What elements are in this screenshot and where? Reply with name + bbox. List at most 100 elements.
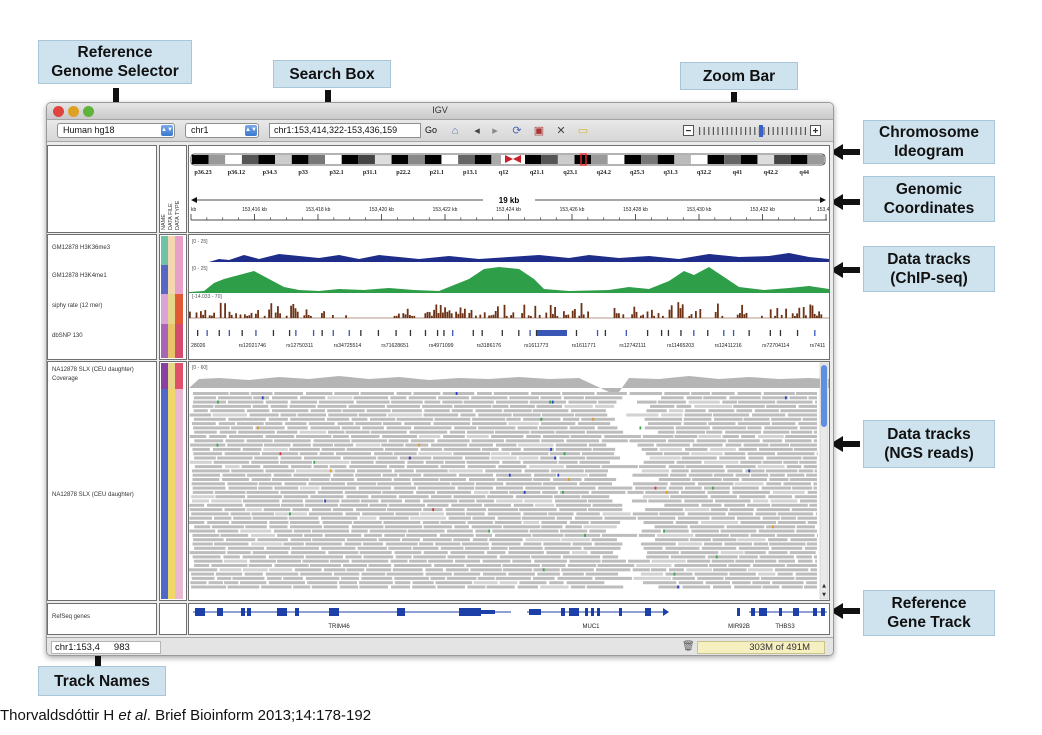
cytoband-label: p36.23 — [194, 169, 211, 176]
cytoband-label: q24.2 — [597, 169, 611, 176]
snp-id-label: rs4971099 — [429, 343, 454, 349]
close-window-icon[interactable] — [53, 106, 64, 117]
cytoband-label: q31.3 — [663, 169, 677, 176]
attr-header-name[interactable]: NAME — [161, 214, 167, 230]
back-arrow-icon[interactable]: ◂ — [474, 125, 480, 137]
zoom-out-icon[interactable] — [683, 125, 694, 136]
status-locus-field: chr1:153,4 983 — [51, 641, 161, 654]
cytoband-label: p13.1 — [463, 169, 477, 176]
track-name-refseq[interactable]: RefSeq genes — [52, 614, 91, 620]
cytoband-label: q42.2 — [764, 169, 778, 176]
callout-track-names: Track Names — [38, 666, 166, 696]
home-icon[interactable]: ⌂ — [451, 125, 459, 137]
track-coverage[interactable] — [189, 376, 829, 392]
attr-header-data-type[interactable]: DATA TYPE — [175, 200, 181, 230]
arrow-left-ideogram-icon — [830, 144, 860, 160]
status-bar: chr1:153,4 983 🗑 303M of 491M — [47, 637, 833, 655]
cytoband-label: q23.1 — [563, 169, 577, 176]
ngs-data-panel: [0 - 60] ▲ ▼ — [188, 361, 830, 601]
track-name-coverage[interactable]: NA12878 SLX (CEU daughter) Coverage — [52, 367, 134, 382]
refresh-icon[interactable]: ⟳ — [512, 125, 522, 137]
trash-icon[interactable]: 🗑 — [682, 641, 695, 652]
snp-id-label: rs12750311 — [286, 343, 313, 349]
callout-chromosome-ideogram: Chromosome Ideogram — [863, 120, 995, 164]
track-h3k36me3[interactable] — [189, 253, 829, 262]
chromosome-dropdown[interactable]: chr1 ▲▼ — [185, 123, 259, 138]
header-name-panel — [47, 145, 157, 233]
zoom-slider-handle[interactable] — [759, 125, 763, 137]
track-dbsnp[interactable]: 28026 rs12021746 rs12750311 rs34725514 rs716… — [191, 330, 825, 349]
callout-genomic-coordinates-line2: Coordinates — [883, 200, 975, 217]
status-locus-text: chr1:153,4 — [55, 642, 100, 653]
ruler-tick-label: 153,428 kb — [623, 207, 648, 213]
memory-indicator: 303M of 491M — [697, 641, 825, 654]
chromosome-ideogram[interactable]: p36.23 p36.12 p34.3 p33 p32.1 p31.1 p22.2 p21.1… — [190, 153, 826, 176]
callout-genomic-coordinates-line1: Genomic — [895, 181, 963, 198]
callout-zoom-bar: Zoom Bar — [680, 62, 798, 90]
callout-chromosome-ideogram-line2: Ideogram — [894, 143, 964, 160]
zoom-window-icon[interactable] — [83, 106, 94, 117]
range-h3k4me1: [0 - 25] — [192, 266, 208, 272]
status-locus-text-rest: 983 — [113, 642, 130, 653]
track-h3k4me1[interactable] — [189, 267, 829, 293]
ngs-scrollbar[interactable]: ▲ ▼ — [819, 362, 829, 600]
range-h3k36me3: [0 - 25] — [192, 239, 208, 245]
callout-track-names-text: Track Names — [54, 672, 150, 690]
track-name-reads[interactable]: NA12878 SLX (CEU daughter) — [52, 492, 134, 498]
forward-arrow-icon[interactable]: ▸ — [492, 125, 498, 137]
ruler-tick-label: 153,434 — [817, 207, 829, 213]
track-name-h3k4me1[interactable]: GM12878 H3K4me1 — [52, 273, 107, 279]
callout-zoom-bar-text: Zoom Bar — [702, 67, 776, 85]
genomic-ruler[interactable]: 19 kb kb 153,416 kb 153,418 kb 153,420 kb 15… — [190, 196, 833, 221]
gene-label-thbs3: THBS3 — [775, 624, 795, 630]
svg-text:▲: ▲ — [822, 583, 826, 589]
current-region-marker — [580, 153, 587, 166]
snp-id-label: rs1611771 — [572, 343, 596, 349]
minimize-window-icon[interactable] — [68, 106, 79, 117]
track-reads[interactable] — [189, 392, 818, 589]
callout-reference-genome-selector-line2: Genome Selector — [51, 63, 179, 80]
chip-attribute-panel — [159, 234, 187, 360]
track-refseq[interactable] — [193, 608, 827, 616]
attr-header-data-file[interactable]: DATA FILE — [168, 203, 174, 230]
track-name-dbsnp[interactable]: dbSNP 130 — [52, 333, 83, 339]
arrow-left-chipseq-icon — [830, 262, 860, 278]
gene-label-trim46: TRIM46 — [328, 624, 350, 630]
centromere-left — [505, 155, 513, 163]
zoom-bar[interactable] — [683, 124, 821, 138]
zoom-in-icon[interactable] — [810, 125, 821, 136]
callout-search-box: Search Box — [273, 60, 391, 88]
snp-id-label: rs7411 — [810, 343, 826, 349]
cytoband-label: q21.1 — [530, 169, 544, 176]
chromosome-dropdown-value: chr1 — [191, 125, 209, 135]
snp-id-label: rs12411216 — [715, 343, 742, 349]
track-name-siphy[interactable]: siphy rate (12 mer) — [52, 303, 103, 309]
cytoband-label: q41 — [733, 169, 743, 176]
callout-chromosome-ideogram-line1: Chromosome — [879, 124, 979, 141]
cytoband-label: p36.12 — [228, 169, 245, 176]
track-siphy[interactable] — [189, 302, 829, 319]
ngs-name-panel: NA12878 SLX (CEU daughter) Coverage NA12… — [47, 361, 157, 601]
genome-dropdown[interactable]: Human hg18 ▲▼ — [57, 123, 175, 138]
locus-search-input[interactable]: chr1:153,414,322-153,436,159 — [269, 123, 421, 138]
genome-dropdown-chevron-icon: ▲▼ — [161, 125, 173, 136]
region-of-interest-icon[interactable]: ▣ — [533, 125, 545, 137]
callout-search-box-text: Search Box — [289, 65, 375, 83]
title-bar: IGV — [47, 103, 833, 120]
callout-data-tracks-ngs: Data tracks (NGS reads) — [863, 420, 995, 468]
ruler-tick-label: 153,430 kb — [687, 207, 712, 213]
cytoband-label: p22.2 — [396, 169, 410, 176]
resize-tracks-icon[interactable]: ✕ — [556, 125, 566, 137]
go-button[interactable]: Go — [425, 125, 438, 135]
svg-text:▼: ▼ — [822, 592, 826, 598]
gene-label-mir92b: MIR92B — [728, 624, 750, 630]
callout-data-tracks-chipseq-line1: Data tracks — [887, 251, 971, 268]
cytoband-label: q32.2 — [697, 169, 711, 176]
chip-name-panel: GM12878 H3K36me3 GM12878 H3K4me1 siphy r… — [47, 234, 157, 360]
callout-genomic-coordinates: Genomic Coordinates — [863, 176, 995, 222]
popup-info-icon[interactable]: ▭ — [577, 125, 589, 137]
cytoband-label: p31.1 — [363, 169, 377, 176]
track-name-h3k36me3[interactable]: GM12878 H3K36me3 — [52, 245, 111, 251]
ruler-tick-label: 153,426 kb — [560, 207, 585, 213]
citation-etal: et al — [118, 707, 147, 724]
